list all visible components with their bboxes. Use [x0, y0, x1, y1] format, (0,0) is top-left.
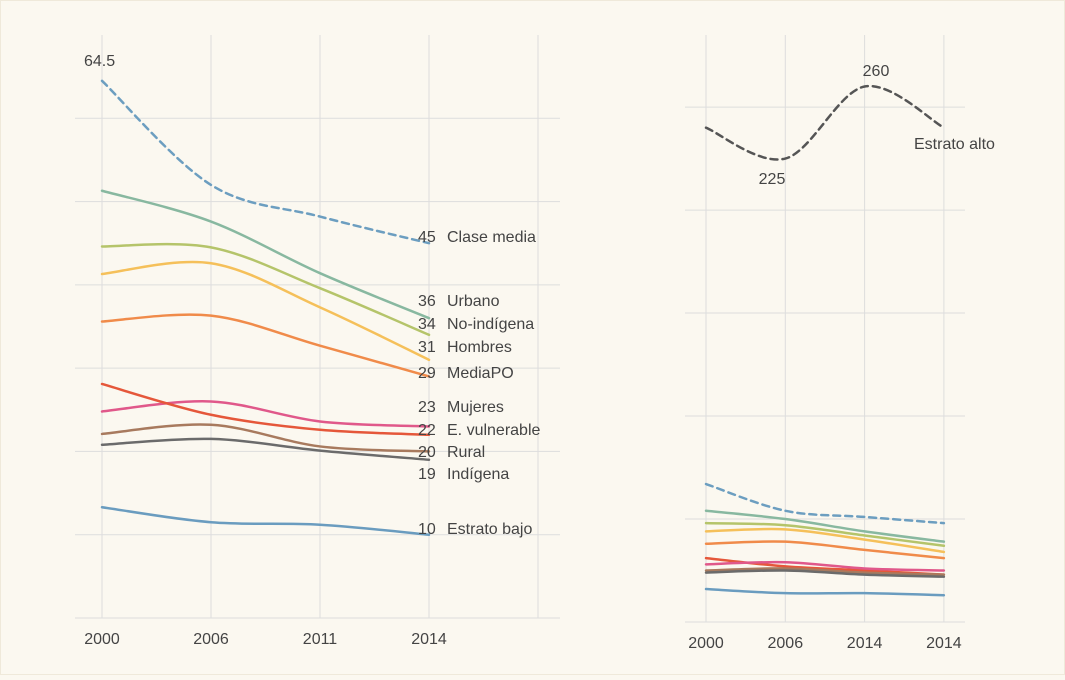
series-line	[100, 79, 431, 245]
series-line	[100, 400, 431, 428]
series-line	[100, 313, 431, 378]
series-line	[704, 509, 946, 543]
end-value-label: 23	[418, 399, 436, 416]
end-value-label: 31	[418, 339, 436, 356]
series-line	[704, 482, 946, 525]
x-tick-label: 2006	[768, 635, 804, 652]
x-tick-label: 2014	[926, 635, 962, 652]
end-value-label: 36	[418, 293, 436, 310]
series-label: Estrato alto	[914, 136, 995, 153]
series-label: Estrato bajo	[447, 521, 532, 538]
series-line	[100, 260, 431, 362]
series-line	[704, 527, 946, 554]
end-value-label: 19	[418, 466, 436, 483]
series-line	[100, 189, 431, 320]
start-value-label: 64.5	[84, 53, 115, 70]
end-value-label: 22	[418, 422, 436, 439]
series-line	[704, 521, 946, 548]
series-line	[100, 505, 431, 536]
series-label: Urbano	[447, 293, 500, 310]
series-line	[704, 569, 946, 578]
series-line	[704, 560, 946, 572]
low-value-label: 225	[759, 171, 786, 188]
series-label: Hombres	[447, 339, 512, 356]
series-line	[704, 567, 946, 576]
series-label: No-indígena	[447, 316, 534, 333]
series-line	[100, 242, 431, 337]
series-label: Rural	[447, 444, 485, 461]
end-value-label: 34	[418, 316, 436, 333]
end-value-label: 10	[418, 521, 436, 538]
series-label: Clase media	[447, 229, 536, 246]
end-value-label: 20	[418, 444, 436, 461]
series-label: E. vulnerable	[447, 422, 540, 439]
x-tick-label: 2006	[193, 631, 229, 648]
series-line	[100, 382, 431, 437]
x-tick-label: 2011	[303, 631, 338, 648]
end-value-label: 45	[418, 229, 436, 246]
series-line	[704, 587, 946, 597]
series-label: Indígena	[447, 466, 509, 483]
peak-value-label: 260	[863, 63, 890, 80]
series-label: MediaPO	[447, 365, 514, 382]
series-label: Mujeres	[447, 399, 504, 416]
x-tick-label: 2014	[847, 635, 883, 652]
end-value-label: 29	[418, 365, 436, 382]
series-line	[704, 84, 946, 161]
series-line	[100, 423, 431, 453]
x-tick-label: 2000	[688, 635, 724, 652]
series-line	[100, 437, 431, 462]
series-line	[704, 540, 946, 560]
x-tick-label: 2000	[84, 631, 120, 648]
x-tick-label: 2014	[411, 631, 447, 648]
